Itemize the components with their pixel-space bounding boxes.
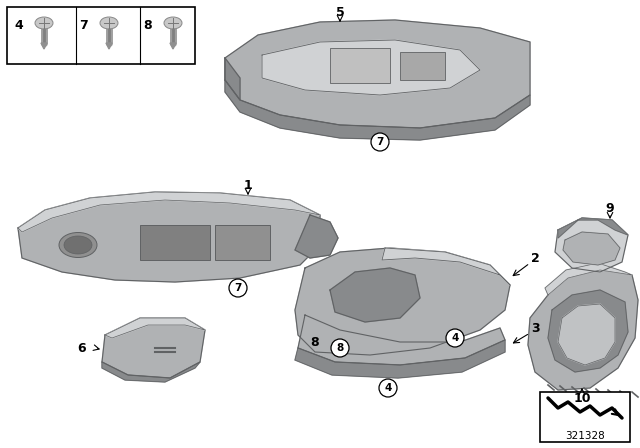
Text: 3: 3 — [531, 322, 540, 335]
Bar — [330, 48, 390, 83]
Text: 7: 7 — [376, 137, 384, 147]
Circle shape — [229, 279, 247, 297]
Text: 6: 6 — [77, 341, 86, 354]
Text: 321328: 321328 — [565, 431, 605, 441]
Polygon shape — [170, 43, 176, 49]
Polygon shape — [548, 290, 628, 372]
Circle shape — [379, 379, 397, 397]
Text: 2: 2 — [531, 251, 540, 264]
Bar — [215, 225, 270, 260]
Polygon shape — [102, 362, 200, 382]
Bar — [400, 52, 445, 80]
Text: 5: 5 — [335, 5, 344, 18]
Bar — [7, 7, 195, 64]
Text: 7: 7 — [234, 283, 242, 293]
Polygon shape — [295, 248, 510, 355]
Text: 4: 4 — [451, 333, 459, 343]
Polygon shape — [382, 248, 510, 285]
Polygon shape — [295, 215, 338, 258]
Polygon shape — [225, 80, 530, 140]
Text: 1: 1 — [244, 178, 252, 191]
Ellipse shape — [64, 236, 92, 254]
Polygon shape — [105, 318, 205, 338]
Polygon shape — [262, 40, 480, 95]
Polygon shape — [225, 58, 240, 100]
Text: 4: 4 — [14, 18, 23, 31]
Polygon shape — [41, 43, 47, 49]
Text: 8: 8 — [337, 343, 344, 353]
Polygon shape — [295, 340, 505, 378]
Polygon shape — [18, 192, 320, 232]
Ellipse shape — [35, 17, 53, 29]
Circle shape — [446, 329, 464, 347]
Polygon shape — [330, 268, 420, 322]
Bar — [540, 392, 630, 442]
Polygon shape — [298, 315, 505, 365]
Ellipse shape — [100, 17, 118, 29]
Polygon shape — [558, 218, 628, 238]
Polygon shape — [106, 43, 112, 49]
Text: 10: 10 — [573, 392, 591, 405]
Text: 7: 7 — [79, 18, 88, 31]
Polygon shape — [563, 232, 620, 265]
Ellipse shape — [59, 233, 97, 258]
Polygon shape — [18, 192, 320, 282]
Polygon shape — [225, 20, 530, 128]
Circle shape — [331, 339, 349, 357]
Polygon shape — [545, 263, 632, 295]
Polygon shape — [555, 218, 628, 272]
Polygon shape — [102, 318, 205, 378]
Polygon shape — [558, 304, 615, 365]
Text: 9: 9 — [605, 202, 614, 215]
Text: 4: 4 — [384, 383, 392, 393]
Circle shape — [371, 133, 389, 151]
Text: 8: 8 — [143, 18, 152, 31]
Text: 8: 8 — [310, 336, 319, 349]
Polygon shape — [528, 270, 638, 390]
Ellipse shape — [164, 17, 182, 29]
Bar — [140, 225, 210, 260]
